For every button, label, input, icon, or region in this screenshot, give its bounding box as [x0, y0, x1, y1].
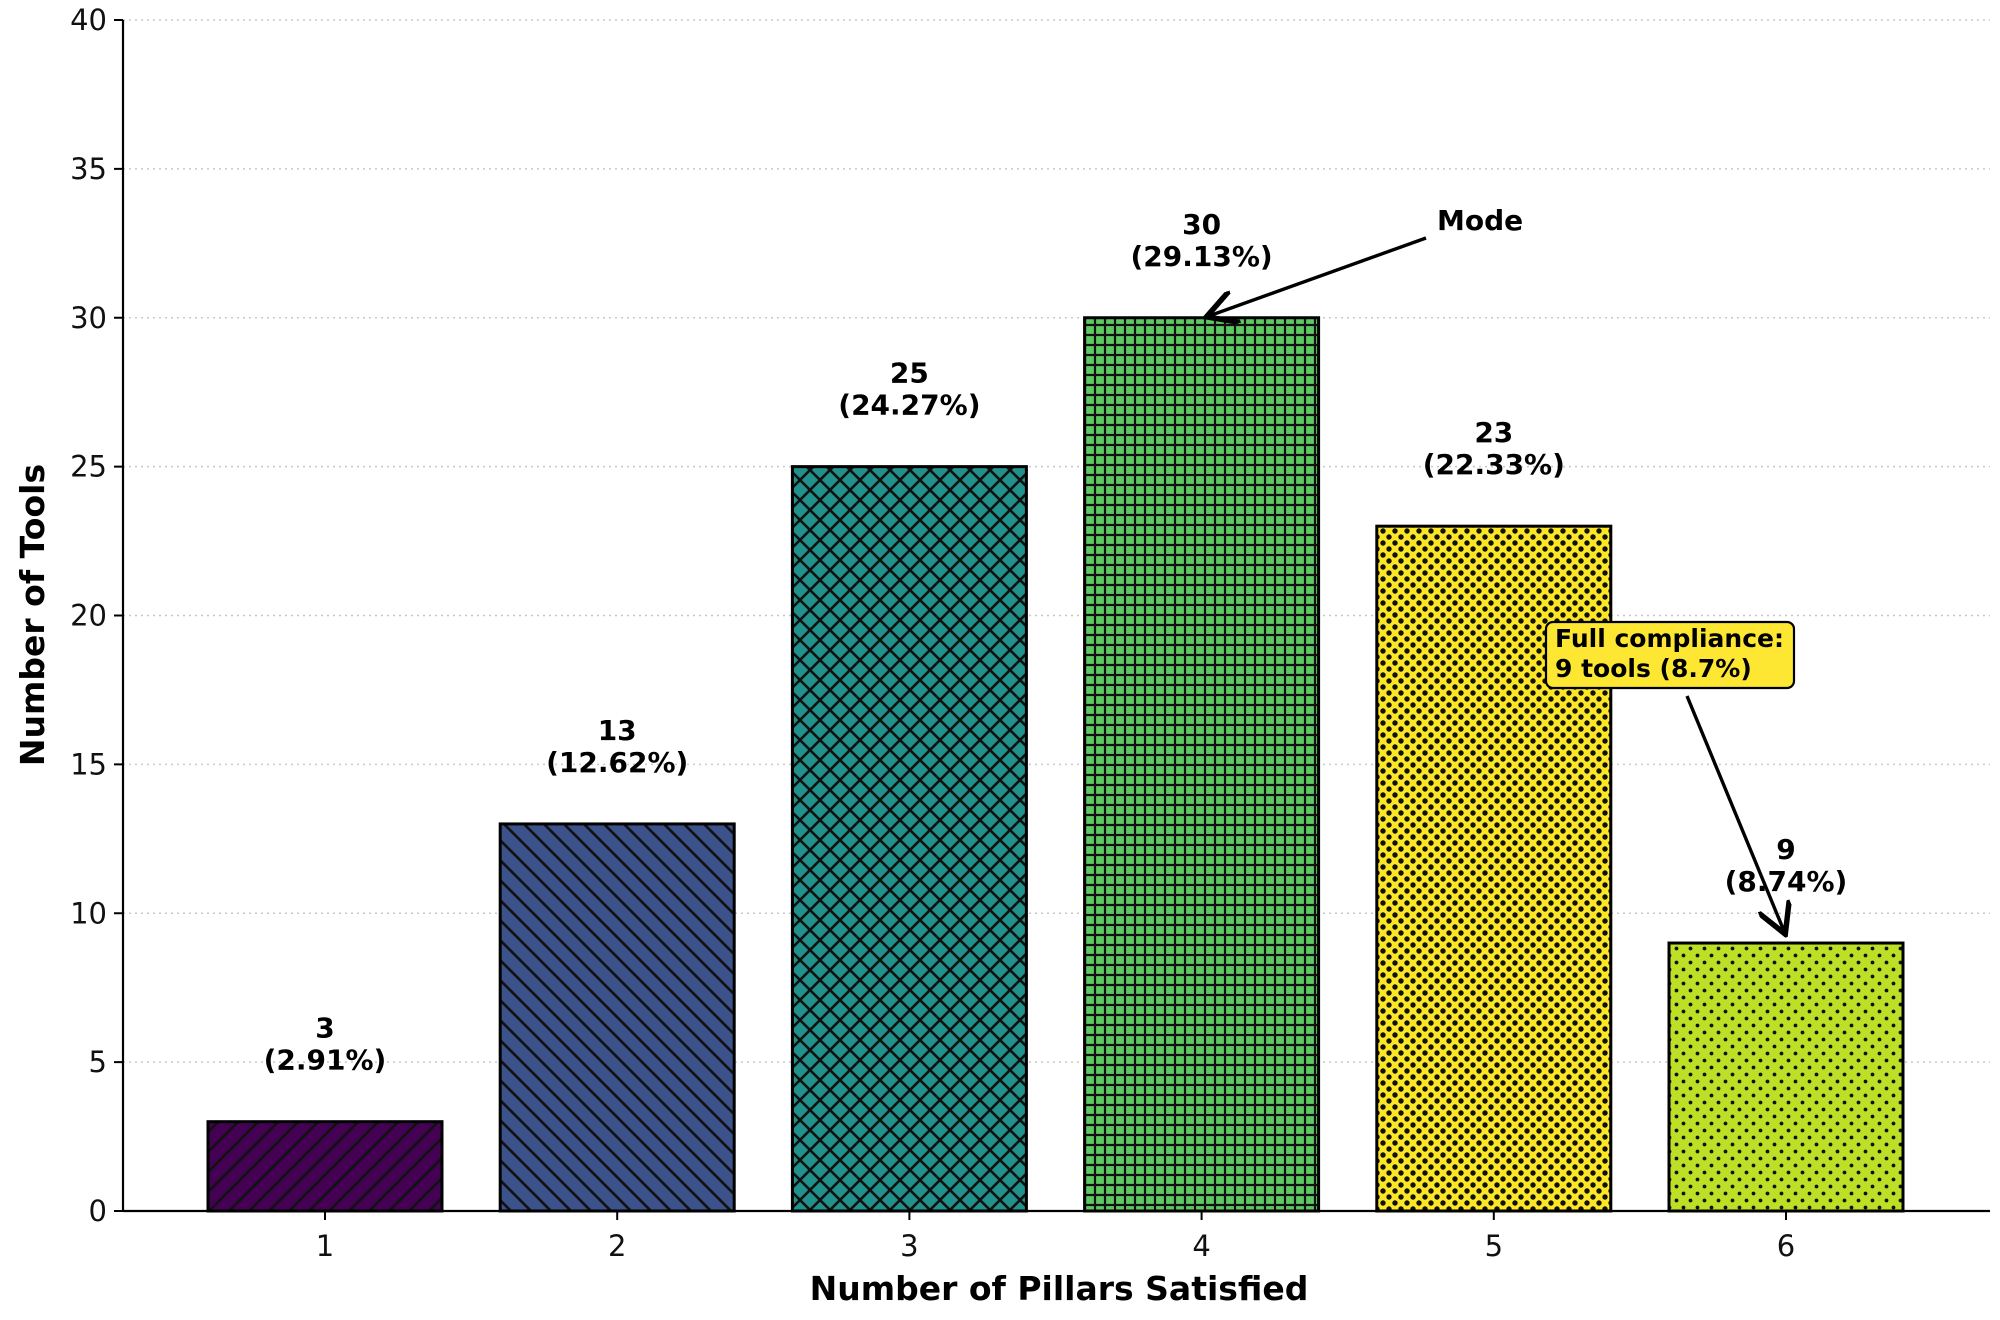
x-tick-label: 1: [316, 1229, 334, 1263]
value-label: 3: [315, 1012, 334, 1045]
percent-label: (12.62%): [546, 746, 688, 779]
bar-1: [206, 1120, 444, 1213]
full-compliance-box: [1544, 620, 1796, 690]
value-label: 30: [1182, 208, 1221, 241]
value-label: 9: [1776, 833, 1795, 866]
y-axis-title: Number of Tools: [13, 464, 52, 766]
bar-6: [1667, 941, 1905, 1213]
bar-2: [498, 822, 736, 1213]
percent-label: (22.33%): [1423, 448, 1565, 481]
y-tick-label: 5: [89, 1045, 107, 1079]
x-tick-label: 2: [608, 1229, 626, 1263]
bars: [206, 316, 1905, 1213]
x-tick-label: 4: [1192, 1229, 1210, 1263]
full-compliance-arrow: [1685, 695, 1784, 931]
y-tick-label: 40: [70, 3, 107, 37]
mode-annotation: Mode: [1437, 204, 1523, 237]
mode-arrow: [1210, 236, 1427, 316]
percent-label: (2.91%): [264, 1044, 387, 1077]
y-tick-label: 25: [70, 450, 107, 484]
bar-3: [790, 465, 1028, 1213]
y-tick-label: 30: [70, 301, 107, 335]
percent-label: (24.27%): [838, 389, 980, 422]
x-tick-label: 6: [1777, 1229, 1795, 1263]
full-compliance-text: 9 tools (8.7%): [1555, 654, 1752, 683]
value-label: 23: [1474, 416, 1513, 449]
x-tick-label: 5: [1485, 1229, 1503, 1263]
full-compliance-text: Full compliance:: [1555, 624, 1784, 653]
percent-label: (29.13%): [1130, 240, 1272, 273]
x-axis-title: Number of Pillars Satisfied: [810, 1269, 1309, 1308]
y-tick-label: 0: [89, 1194, 107, 1228]
value-label: 13: [598, 714, 637, 747]
y-tick-label: 20: [70, 599, 107, 633]
x-tick-label: 3: [900, 1229, 918, 1263]
value-label: 25: [890, 357, 929, 390]
data-labels: 3(2.91%) 13(12.62%) 25(24.27%) 30(29.13%) 23…: [264, 208, 1848, 1077]
y-tick-label: 10: [70, 896, 107, 930]
annotations: Mode Full compliance:9 tools (8.7%): [1210, 204, 1796, 931]
y-tick-label: 15: [70, 747, 107, 781]
y-tick-label: 35: [70, 152, 107, 186]
percent-label: (8.74%): [1725, 865, 1848, 898]
bar-4: [1083, 316, 1321, 1213]
